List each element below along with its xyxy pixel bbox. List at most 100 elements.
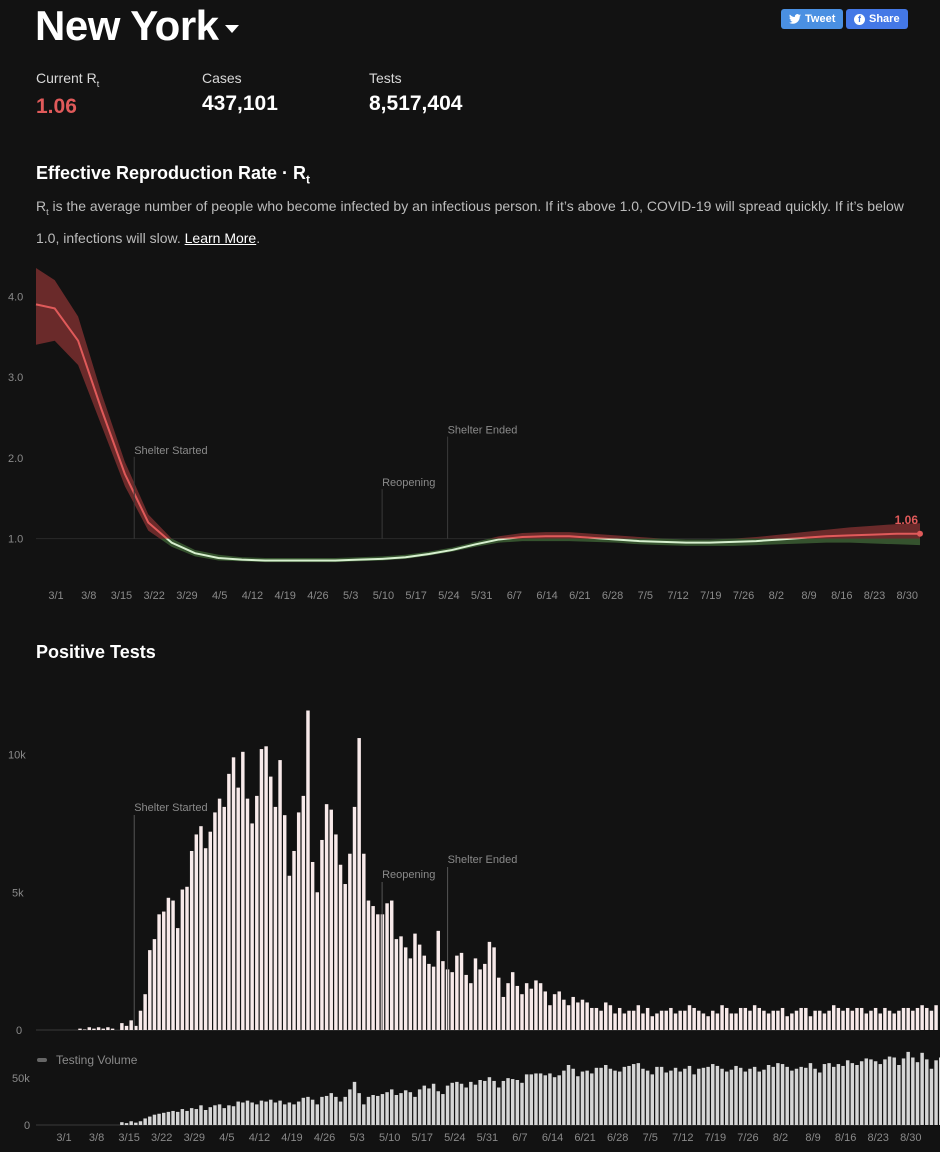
positive-tests-bar <box>566 1005 571 1030</box>
positive-tests-bar <box>794 1010 799 1030</box>
positive-tests-bar <box>217 798 222 1030</box>
testing-volume-bar <box>631 1064 636 1125</box>
testing-volume-bar <box>925 1059 929 1125</box>
testing-volume-bar <box>469 1081 473 1125</box>
positive-tests-bar <box>636 1005 641 1030</box>
x-tick-label: 7/5 <box>638 590 653 602</box>
positive-tests-bar <box>869 1010 873 1030</box>
y-tick-label: 0 <box>16 1025 22 1037</box>
testing-volume-bar <box>780 1064 785 1125</box>
testing-volume-bar <box>134 1122 138 1125</box>
testing-volume-bar <box>701 1067 706 1125</box>
testing-volume-bar <box>390 1089 394 1125</box>
stat-value: 1.06 <box>36 94 77 118</box>
x-tick-label: 3/29 <box>184 1132 205 1144</box>
positive-tests-bar <box>180 889 185 1030</box>
x-tick-label: 3/1 <box>56 1132 71 1144</box>
testing-volume-bar <box>650 1074 654 1125</box>
annotation-label: Shelter Ended <box>448 425 518 437</box>
testing-volume-bar <box>557 1075 561 1125</box>
positive-tests-bar <box>897 1010 901 1030</box>
positive-tests-bar <box>734 1013 738 1030</box>
x-tick-label: 8/30 <box>897 590 918 602</box>
positive-tests-bar <box>157 914 161 1030</box>
testing-volume-bar <box>645 1070 650 1125</box>
testing-volume-bar <box>287 1102 292 1125</box>
positive-tests-bar <box>878 1013 882 1030</box>
x-tick-label: 5/3 <box>343 590 358 602</box>
rt-current-point <box>917 530 923 537</box>
testing-volume-bar <box>757 1071 762 1125</box>
testing-volume-bar <box>590 1073 594 1125</box>
positive-tests-bar <box>752 1005 757 1030</box>
testing-volume-bar <box>250 1102 254 1125</box>
positive-tests-bar <box>873 1007 878 1030</box>
testing-volume-bar <box>320 1096 324 1125</box>
x-tick-label: 4/26 <box>307 590 328 602</box>
testing-volume-bar <box>213 1105 217 1125</box>
annotation-label: Shelter Ended <box>448 854 518 866</box>
testing-volume-bar <box>706 1066 710 1125</box>
positive-tests-bar <box>934 1005 938 1030</box>
testing-volume-bar <box>185 1110 189 1125</box>
positive-tests-bar <box>720 1005 724 1030</box>
positive-tests-bar <box>859 1007 864 1030</box>
positive-tests-bar <box>925 1007 929 1030</box>
testing-volume-bar <box>306 1096 310 1125</box>
x-tick-label: 7/19 <box>705 1132 726 1144</box>
x-tick-label: 5/31 <box>471 590 492 602</box>
positive-tests-bar <box>836 1007 841 1030</box>
positive-tests-bar <box>790 1013 794 1030</box>
testing-volume-bar <box>799 1066 803 1125</box>
positive-tests-bar <box>520 994 524 1030</box>
testing-volume-bar <box>576 1076 580 1125</box>
testing-volume-bar <box>236 1101 240 1125</box>
positive-tests-bar <box>548 1005 552 1030</box>
testing-volume-bar <box>483 1080 487 1125</box>
positive-tests-bar <box>222 806 226 1030</box>
positive-tests-bar <box>645 1007 650 1030</box>
testing-volume-bar <box>301 1097 306 1125</box>
positive-tests-bar <box>594 1007 599 1030</box>
testing-volume-bar <box>450 1082 454 1125</box>
positive-tests-bar <box>487 941 492 1030</box>
positive-tests-bar <box>171 900 175 1030</box>
tweet-button[interactable]: Tweet <box>781 9 844 29</box>
positive-tests-bar <box>864 1013 869 1030</box>
testing-volume-bar <box>655 1066 659 1125</box>
testing-volume-bar <box>711 1064 715 1125</box>
x-tick-label: 8/16 <box>831 590 852 602</box>
region-selector[interactable]: New York <box>35 2 239 50</box>
positive-tests-bar <box>813 1010 817 1030</box>
positive-tests-bar <box>501 996 506 1030</box>
positive-tests-bar <box>82 1029 87 1030</box>
positive-tests-bar <box>692 1007 696 1030</box>
testing-volume-bar <box>832 1066 836 1125</box>
testing-volume-legend: Testing Volume <box>56 1053 138 1067</box>
positive-tests-bar <box>101 1028 105 1030</box>
positive-tests-bar <box>920 1005 924 1030</box>
x-tick-label: 4/26 <box>314 1132 335 1144</box>
testing-volume-bar <box>864 1058 869 1125</box>
annotation-label: Shelter Started <box>134 445 207 457</box>
positive-tests-bar <box>399 936 403 1030</box>
x-tick-label: 7/12 <box>667 590 688 602</box>
testing-volume-bar <box>776 1063 780 1125</box>
testing-volume-bar <box>380 1094 385 1125</box>
positive-tests-bar <box>911 1010 915 1030</box>
testing-volume-bar <box>636 1063 641 1125</box>
testing-volume-bar <box>455 1081 459 1125</box>
testing-volume-bar <box>822 1064 827 1125</box>
learn-more-link[interactable]: Learn More <box>184 229 257 246</box>
x-tick-label: 3/15 <box>118 1132 139 1144</box>
testing-volume-bar <box>208 1107 212 1125</box>
positive-tests-bar <box>604 1002 608 1030</box>
x-tick-label: 4/12 <box>249 1132 270 1144</box>
facebook-share-button[interactable]: f Share <box>846 9 908 29</box>
stat-label: Tests <box>369 70 402 86</box>
testing-volume-bar <box>515 1080 520 1125</box>
x-tick-label: 6/21 <box>569 590 590 602</box>
testing-volume-bar <box>771 1066 775 1125</box>
positive-tests-bar <box>436 930 440 1030</box>
testing-volume-bar <box>724 1071 729 1125</box>
